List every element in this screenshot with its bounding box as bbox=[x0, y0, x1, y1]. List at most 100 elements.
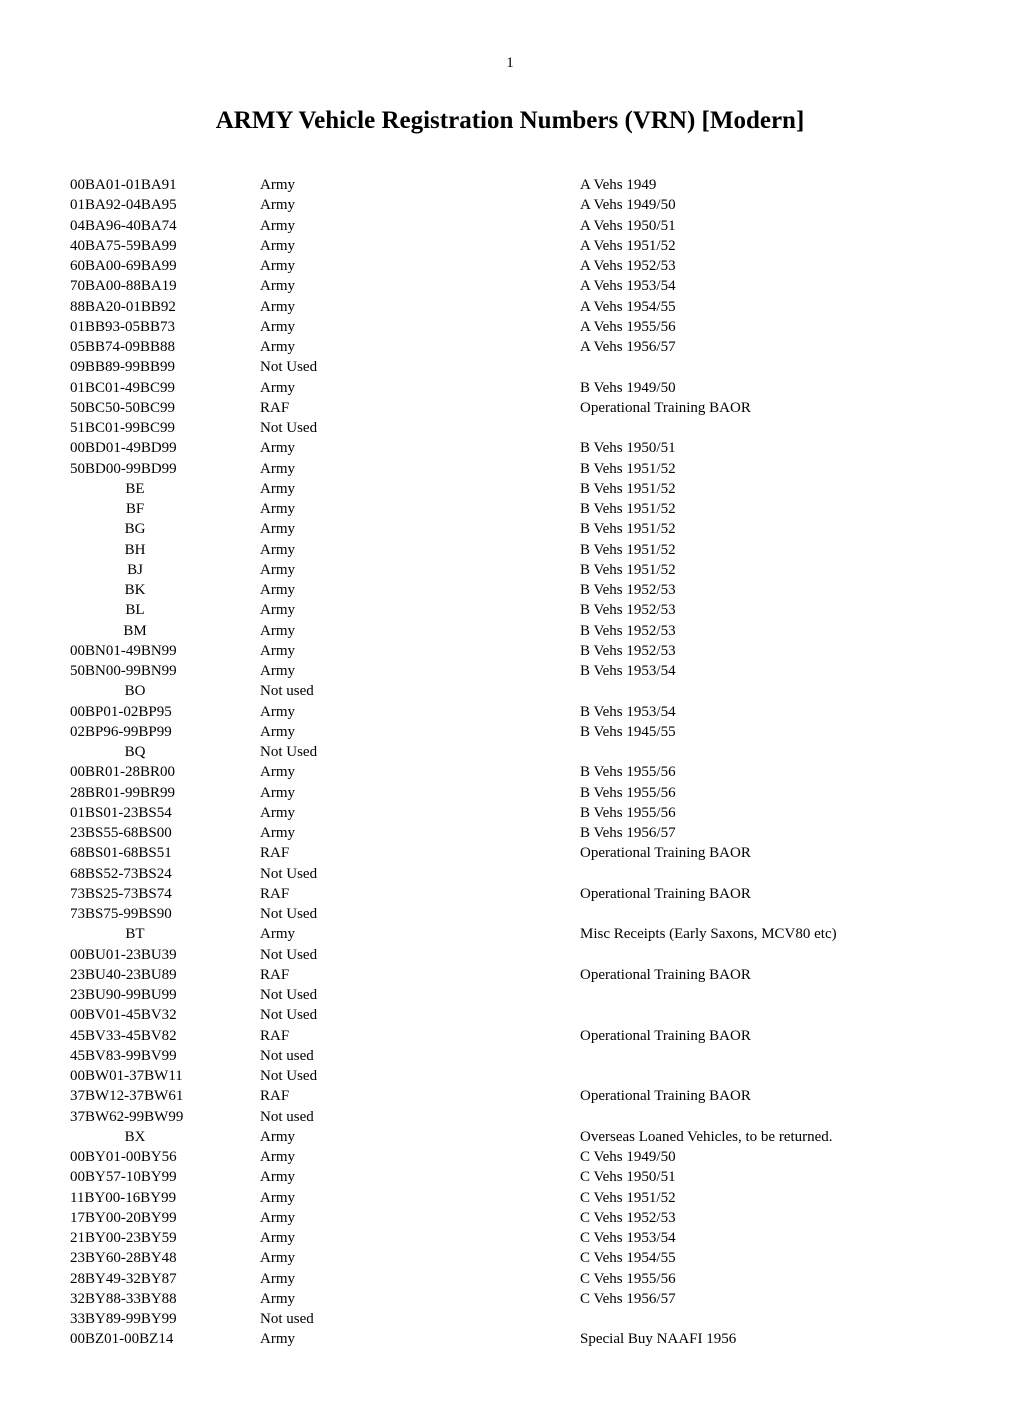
table-row: 04BA96-40BA74ArmyA Vehs 1950/51 bbox=[70, 216, 950, 236]
description-cell: C Vehs 1952/53 bbox=[580, 1208, 950, 1228]
service-cell: Army bbox=[260, 621, 580, 641]
service-cell: Army bbox=[260, 560, 580, 580]
vrn-cell: BG bbox=[70, 519, 260, 539]
description-cell: Operational Training BAOR bbox=[580, 884, 950, 904]
vrn-cell: 28BR01-99BR99 bbox=[70, 783, 260, 803]
vrn-cell: 21BY00-23BY59 bbox=[70, 1228, 260, 1248]
table-row: 21BY00-23BY59ArmyC Vehs 1953/54 bbox=[70, 1228, 950, 1248]
vrn-cell: 68BS01-68BS51 bbox=[70, 843, 260, 863]
description-cell bbox=[580, 1066, 950, 1086]
service-cell: Army bbox=[260, 580, 580, 600]
vrn-cell: 37BW12-37BW61 bbox=[70, 1086, 260, 1106]
vrn-cell: BQ bbox=[70, 742, 260, 762]
service-cell: RAF bbox=[260, 398, 580, 418]
table-row: BKArmyB Vehs 1952/53 bbox=[70, 580, 950, 600]
table-row: 37BW62-99BW99Not used bbox=[70, 1107, 950, 1127]
service-cell: Not Used bbox=[260, 864, 580, 884]
vrn-cell: 00BW01-37BW11 bbox=[70, 1066, 260, 1086]
service-cell: Army bbox=[260, 1289, 580, 1309]
vrn-cell: BL bbox=[70, 600, 260, 620]
table-row: 09BB89-99BB99Not Used bbox=[70, 357, 950, 377]
table-row: 32BY88-33BY88ArmyC Vehs 1956/57 bbox=[70, 1289, 950, 1309]
table-row: 11BY00-16BY99ArmyC Vehs 1951/52 bbox=[70, 1188, 950, 1208]
description-cell: B Vehs 1953/54 bbox=[580, 702, 950, 722]
service-cell: Army bbox=[260, 924, 580, 944]
service-cell: RAF bbox=[260, 965, 580, 985]
vrn-cell: 33BY89-99BY99 bbox=[70, 1309, 260, 1329]
description-cell: A Vehs 1949 bbox=[580, 175, 950, 195]
vrn-cell: 51BC01-99BC99 bbox=[70, 418, 260, 438]
description-cell: C Vehs 1951/52 bbox=[580, 1188, 950, 1208]
service-cell: Army bbox=[260, 499, 580, 519]
vrn-cell: 70BA00-88BA19 bbox=[70, 276, 260, 296]
service-cell: Army bbox=[260, 1248, 580, 1268]
service-cell: Not used bbox=[260, 1107, 580, 1127]
description-cell: C Vehs 1955/56 bbox=[580, 1269, 950, 1289]
service-cell: Army bbox=[260, 600, 580, 620]
service-cell: Army bbox=[260, 1208, 580, 1228]
description-cell bbox=[580, 1046, 950, 1066]
service-cell: Army bbox=[260, 1127, 580, 1147]
table-row: 00BR01-28BR00ArmyB Vehs 1955/56 bbox=[70, 762, 950, 782]
vrn-cell: 00BA01-01BA91 bbox=[70, 175, 260, 195]
description-cell: B Vehs 1949/50 bbox=[580, 378, 950, 398]
vrn-cell: BF bbox=[70, 499, 260, 519]
vrn-cell: 00BP01-02BP95 bbox=[70, 702, 260, 722]
description-cell: B Vehs 1952/53 bbox=[580, 600, 950, 620]
description-cell bbox=[580, 1005, 950, 1025]
service-cell: Not used bbox=[260, 1309, 580, 1329]
table-row: 70BA00-88BA19ArmyA Vehs 1953/54 bbox=[70, 276, 950, 296]
description-cell: Misc Receipts (Early Saxons, MCV80 etc) bbox=[580, 924, 950, 944]
service-cell: Not Used bbox=[260, 418, 580, 438]
table-row: 23BU90-99BU99Not Used bbox=[70, 985, 950, 1005]
vrn-cell: 01BC01-49BC99 bbox=[70, 378, 260, 398]
table-row: 17BY00-20BY99ArmyC Vehs 1952/53 bbox=[70, 1208, 950, 1228]
vrn-cell: BK bbox=[70, 580, 260, 600]
vrn-cell: 23BU90-99BU99 bbox=[70, 985, 260, 1005]
description-cell: A Vehs 1953/54 bbox=[580, 276, 950, 296]
table-row: 37BW12-37BW61RAFOperational Training BAO… bbox=[70, 1086, 950, 1106]
service-cell: Army bbox=[260, 823, 580, 843]
service-cell: Army bbox=[260, 540, 580, 560]
table-row: 23BU40-23BU89RAFOperational Training BAO… bbox=[70, 965, 950, 985]
vrn-cell: BX bbox=[70, 1127, 260, 1147]
vrn-cell: 23BS55-68BS00 bbox=[70, 823, 260, 843]
table-row: 00BW01-37BW11Not Used bbox=[70, 1066, 950, 1086]
vrn-cell: 00BY57-10BY99 bbox=[70, 1167, 260, 1187]
table-row: 50BD00-99BD99ArmyB Vehs 1951/52 bbox=[70, 459, 950, 479]
table-row: BXArmyOverseas Loaned Vehicles, to be re… bbox=[70, 1127, 950, 1147]
description-cell: C Vehs 1956/57 bbox=[580, 1289, 950, 1309]
table-row: 50BC50-50BC99RAFOperational Training BAO… bbox=[70, 398, 950, 418]
service-cell: Army bbox=[260, 1167, 580, 1187]
table-row: 00BA01-01BA91ArmyA Vehs 1949 bbox=[70, 175, 950, 195]
vrn-table: 00BA01-01BA91ArmyA Vehs 194901BA92-04BA9… bbox=[70, 175, 950, 1350]
vrn-cell: 37BW62-99BW99 bbox=[70, 1107, 260, 1127]
vrn-cell: 40BA75-59BA99 bbox=[70, 236, 260, 256]
description-cell bbox=[580, 742, 950, 762]
table-row: 73BS25-73BS74RAFOperational Training BAO… bbox=[70, 884, 950, 904]
table-row: BEArmyB Vehs 1951/52 bbox=[70, 479, 950, 499]
description-cell: B Vehs 1956/57 bbox=[580, 823, 950, 843]
table-row: 00BV01-45BV32Not Used bbox=[70, 1005, 950, 1025]
description-cell: B Vehs 1955/56 bbox=[580, 783, 950, 803]
table-row: 05BB74-09BB88ArmyA Vehs 1956/57 bbox=[70, 337, 950, 357]
vrn-cell: 01BB93-05BB73 bbox=[70, 317, 260, 337]
vrn-cell: BJ bbox=[70, 560, 260, 580]
service-cell: Not Used bbox=[260, 904, 580, 924]
description-cell bbox=[580, 1309, 950, 1329]
service-cell: Army bbox=[260, 276, 580, 296]
description-cell bbox=[580, 864, 950, 884]
vrn-cell: 88BA20-01BB92 bbox=[70, 297, 260, 317]
table-row: 88BA20-01BB92ArmyA Vehs 1954/55 bbox=[70, 297, 950, 317]
service-cell: Army bbox=[260, 1269, 580, 1289]
table-row: 60BA00-69BA99ArmyA Vehs 1952/53 bbox=[70, 256, 950, 276]
description-cell: B Vehs 1955/56 bbox=[580, 803, 950, 823]
table-row: 00BP01-02BP95ArmyB Vehs 1953/54 bbox=[70, 702, 950, 722]
table-row: 68BS01-68BS51RAFOperational Training BAO… bbox=[70, 843, 950, 863]
service-cell: Not Used bbox=[260, 985, 580, 1005]
description-cell: B Vehs 1951/52 bbox=[580, 459, 950, 479]
description-cell: B Vehs 1955/56 bbox=[580, 762, 950, 782]
table-row: 28BY49-32BY87ArmyC Vehs 1955/56 bbox=[70, 1269, 950, 1289]
description-cell: A Vehs 1949/50 bbox=[580, 195, 950, 215]
description-cell: Operational Training BAOR bbox=[580, 965, 950, 985]
